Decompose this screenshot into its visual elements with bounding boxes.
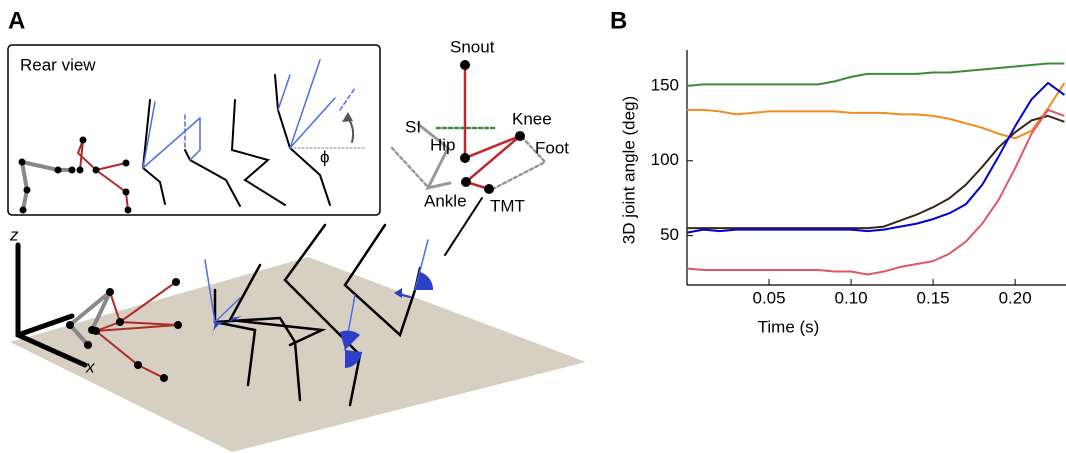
joint-label: Ankle [424,191,467,210]
series-line [687,82,1066,140]
joint-label: Hip [430,135,456,154]
y-axis-label: 3D joint angle (deg) [619,96,638,244]
panel-label: A [8,7,25,34]
joint-label: TMT [490,196,525,215]
skeleton-schematic [390,60,548,256]
x-tick-label: 0.15 [917,288,950,307]
y-tick-label: 50 [660,225,679,244]
x-tick-label: 0.20 [999,288,1032,307]
angle-label: ϕ [320,147,330,166]
series-line [686,81,1065,234]
floor [10,257,586,452]
joint-label: SI [405,117,421,136]
inset-skeleton [18,59,366,214]
joint-label: Snout [450,37,495,56]
y-tick-label: 100 [651,150,679,169]
scene-3d [15,223,434,407]
joint-label: Knee [512,109,552,128]
series-line [687,114,1065,230]
panel-label: B [610,7,627,34]
x-axis-label: Time (s) [758,317,820,336]
x-tick-label: 0.05 [752,288,785,307]
series-line [686,62,1065,87]
series-line [686,108,1065,276]
chart: 50 100 150 0.05 0.10 0.15 0.20 Time (s) 3D joint… [619,50,1066,336]
inset-box [7,44,381,216]
x-tick-label: 0.10 [835,288,868,307]
y-tick-label: 150 [651,75,679,94]
axis-name: z [9,225,19,244]
axis-name: x [85,357,95,376]
inset-title: Rear view [20,55,96,74]
joint-label: Foot [535,138,569,157]
